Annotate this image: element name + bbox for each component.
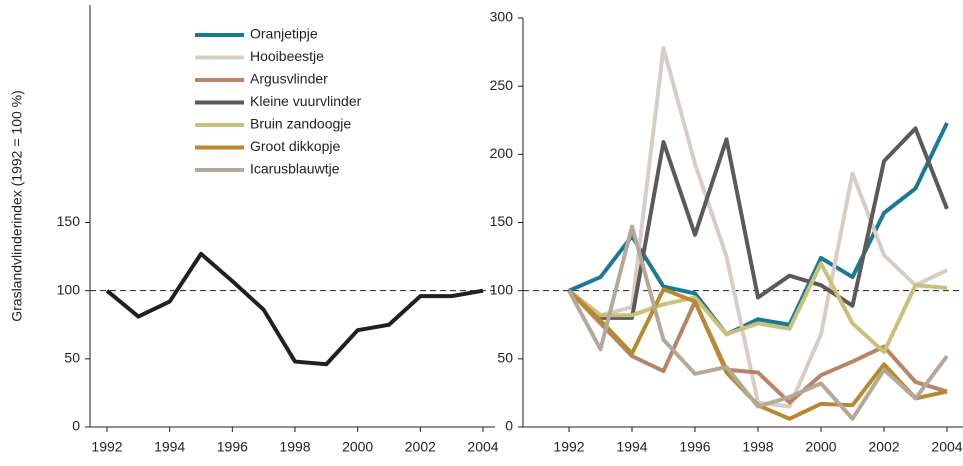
x-tick-label: 2002 — [405, 439, 436, 455]
x-tick-label: 2000 — [805, 439, 836, 455]
y-tick-label: 100 — [57, 281, 81, 297]
x-tick-label: 1996 — [679, 439, 710, 455]
x-tick-label: 2000 — [342, 439, 373, 455]
y-tick-label: 50 — [64, 350, 80, 366]
legend-label: Kleine vuurvlinder — [250, 93, 362, 109]
y-tick-label: 0 — [72, 418, 80, 434]
y-tick-label: 200 — [490, 145, 514, 161]
x-tick-label: 1994 — [154, 439, 185, 455]
legend-label: Bruin zandoogje — [250, 116, 351, 132]
y-tick-label: 300 — [490, 9, 514, 25]
x-tick-label: 2004 — [931, 439, 962, 455]
y-tick-label: 0 — [505, 418, 513, 434]
y-tick-label: 150 — [490, 213, 514, 229]
series-line — [567, 126, 949, 320]
y-axis-label: Graslandvlinderindex (1992 = 100 %) — [9, 90, 25, 322]
x-tick-label: 1998 — [279, 439, 310, 455]
x-tick-label: 1992 — [91, 439, 122, 455]
x-tick-label: 1998 — [742, 439, 773, 455]
x-tick-label: 1994 — [616, 439, 647, 455]
legend-label: Oranjetipje — [250, 26, 318, 42]
legend-label: Groot dikkopje — [250, 138, 340, 154]
legend-label: Icarusblauwtje — [250, 161, 340, 177]
legend-label: Argusvlinder — [250, 71, 328, 87]
y-tick-label: 150 — [57, 213, 81, 229]
series-line — [567, 224, 949, 421]
series-line — [105, 251, 484, 367]
legend-label: Hooibeestje — [250, 48, 324, 64]
x-tick-label: 2002 — [868, 439, 899, 455]
series-line — [568, 122, 949, 337]
x-tick-label: 1992 — [553, 439, 584, 455]
series-line — [567, 289, 948, 405]
y-tick-label: 100 — [490, 281, 514, 297]
x-tick-label: 1996 — [217, 439, 248, 455]
x-tick-label: 2004 — [467, 439, 498, 455]
y-tick-label: 250 — [490, 77, 514, 93]
series-line — [567, 261, 948, 355]
y-tick-label: 50 — [497, 350, 513, 366]
